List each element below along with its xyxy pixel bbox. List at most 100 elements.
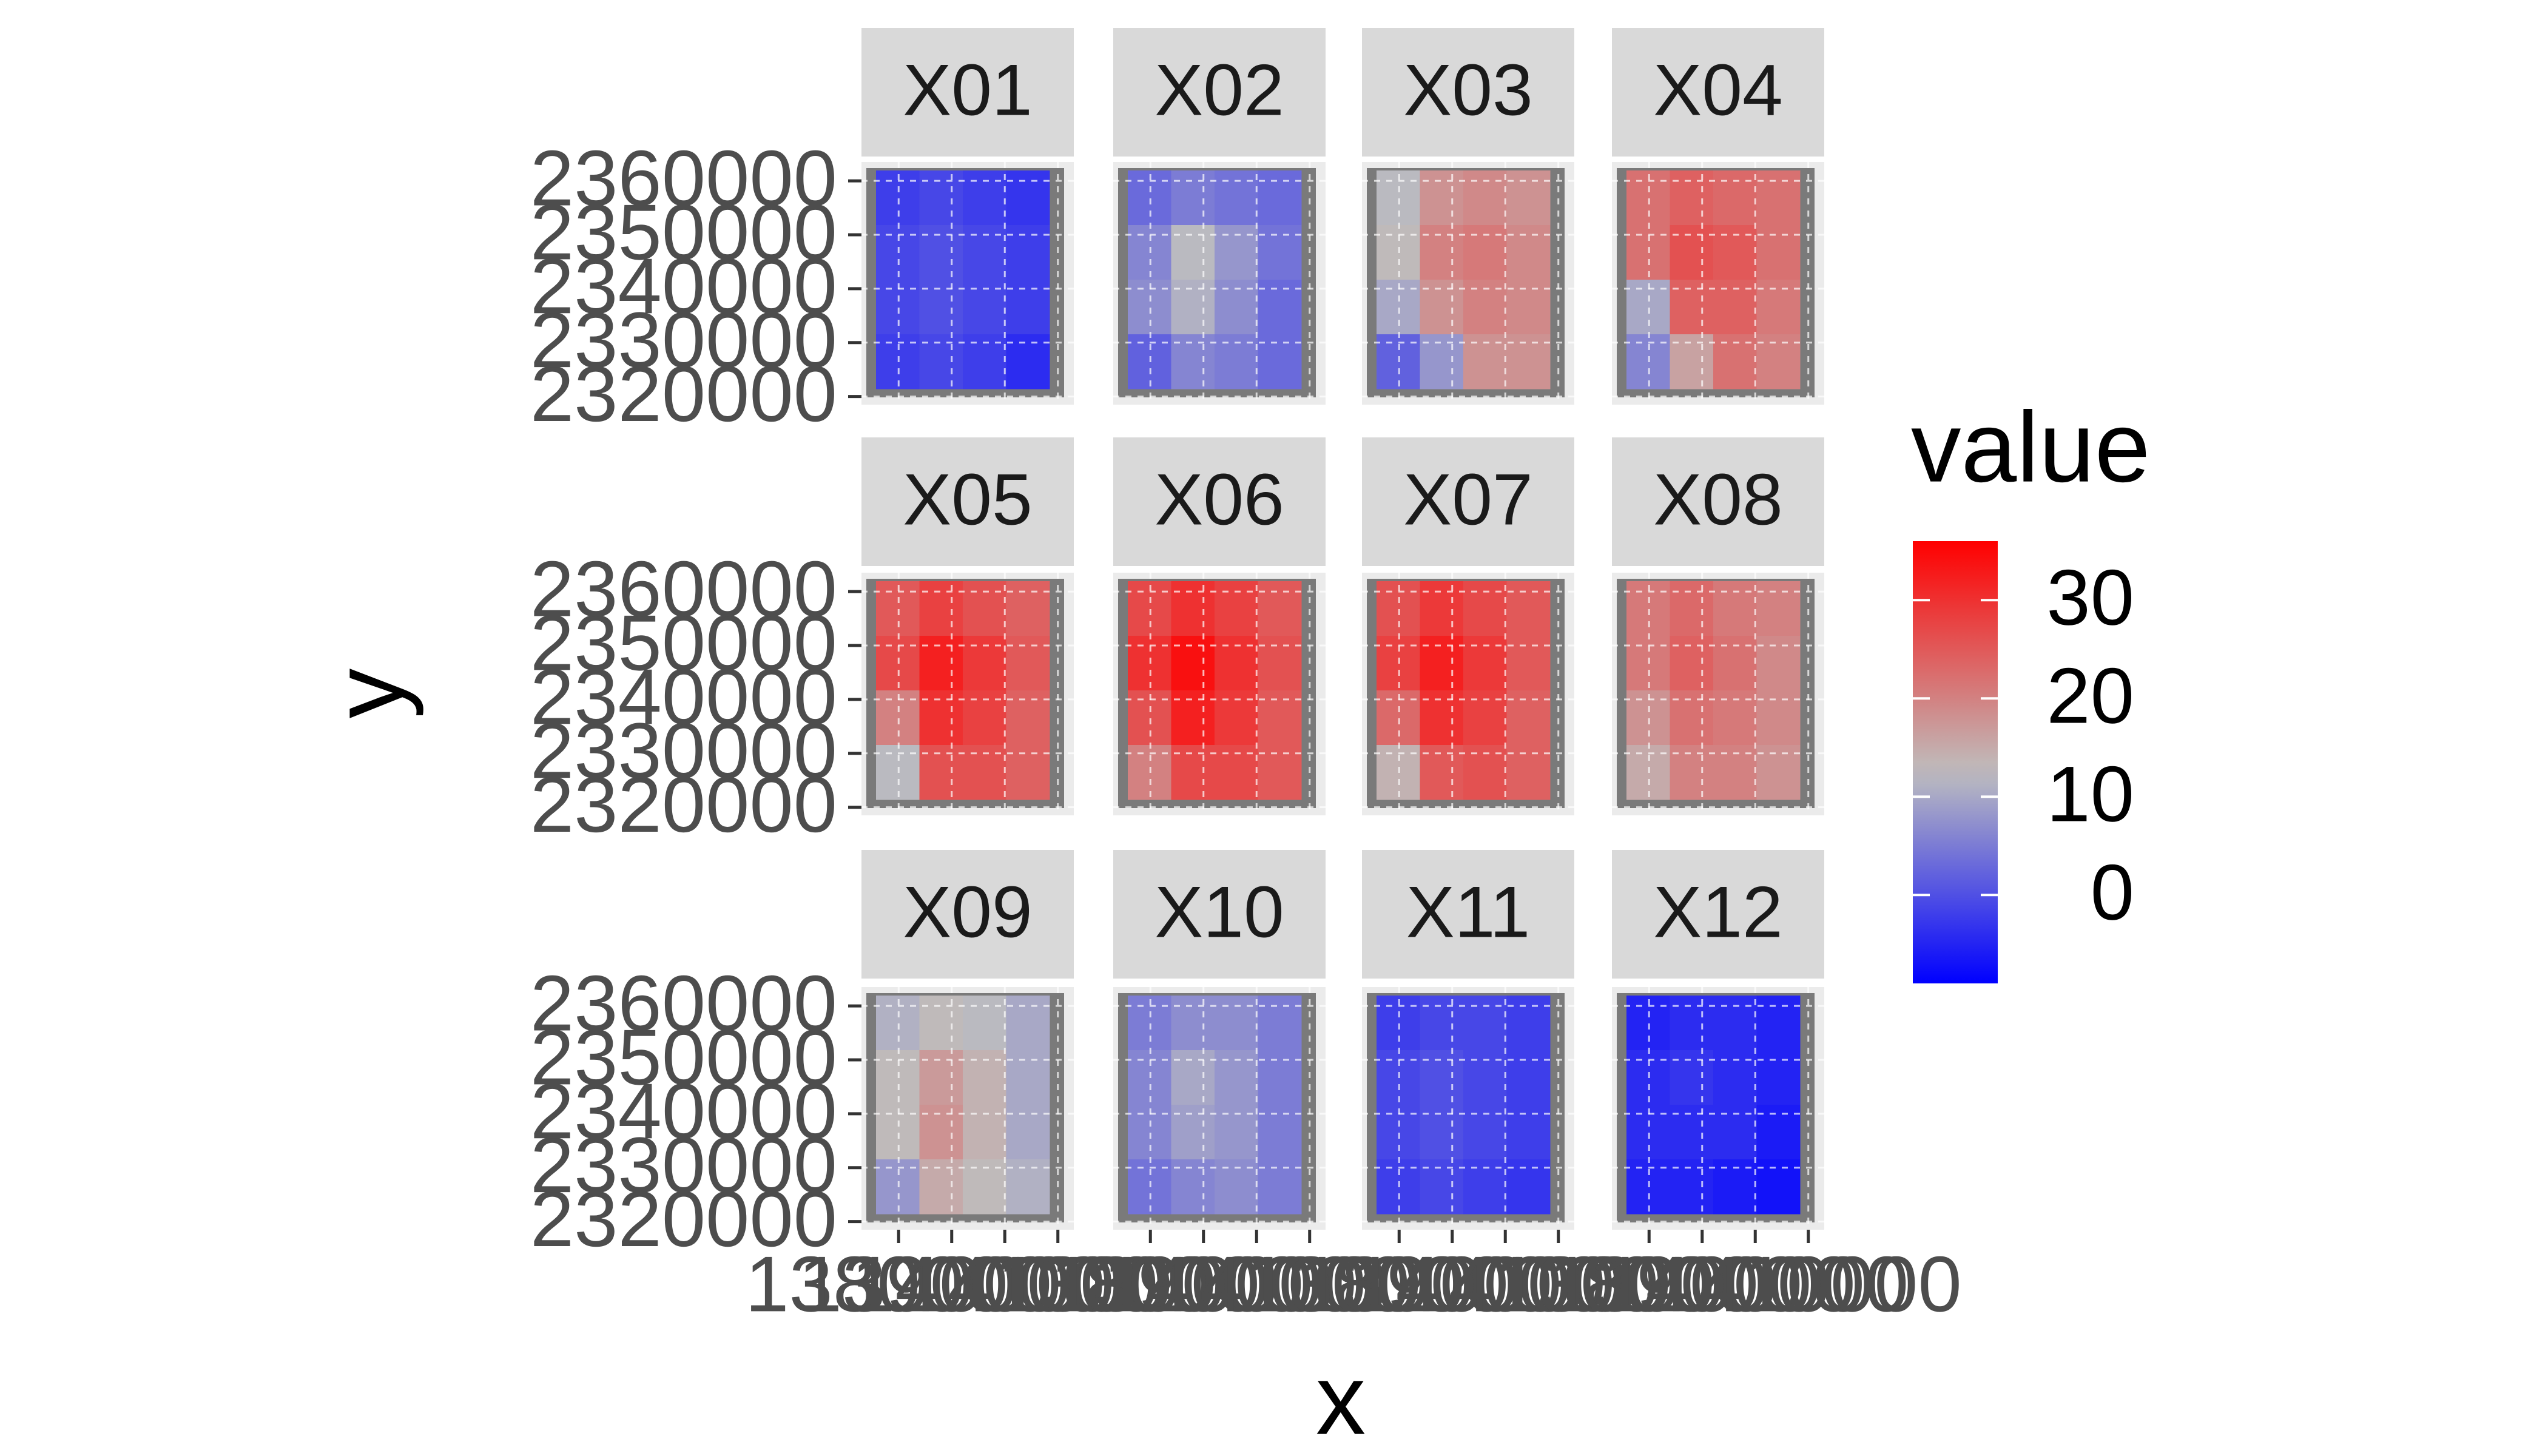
- x-axis-title: x: [1316, 1344, 1366, 1455]
- y-tick-label: 2350000: [530, 1013, 837, 1101]
- raster-cell: [1756, 581, 1801, 636]
- raster-cell: [1006, 581, 1050, 636]
- raster-cell: [1215, 1050, 1258, 1105]
- raster-cell: [1420, 996, 1464, 1051]
- raster-cell: [1756, 690, 1801, 746]
- x-tick-label: 1380000: [1245, 1239, 1552, 1328]
- raster-cell: [1006, 1050, 1050, 1105]
- raster-cell: [1006, 636, 1050, 691]
- strip-label: X09: [903, 872, 1033, 953]
- y-tick-label: 2340000: [530, 652, 837, 741]
- strip: [861, 437, 1074, 566]
- strip-label: X08: [1653, 459, 1783, 541]
- raster-cell: [1215, 636, 1258, 691]
- raster-cell: [1006, 225, 1050, 280]
- strip-label: X07: [1403, 459, 1533, 541]
- raster-cell: [1670, 636, 1714, 691]
- raster-cell: [1670, 225, 1714, 280]
- strip-label: X11: [1406, 872, 1531, 953]
- raster-cell: [1463, 636, 1507, 691]
- raster-cell: [1670, 581, 1714, 636]
- raster-cell: [1506, 334, 1551, 389]
- raster-cell: [1171, 996, 1215, 1051]
- raster-cell: [1670, 170, 1714, 226]
- raster-cell: [1463, 225, 1507, 280]
- raster-cell: [1006, 690, 1050, 746]
- raster-cell: [1420, 225, 1464, 280]
- raster-cell: [1258, 1159, 1302, 1215]
- x-tick-label: 1390000: [1549, 1239, 1856, 1328]
- raster-cell: [919, 170, 963, 226]
- raster-cell: [963, 170, 1006, 226]
- raster-cell: [1713, 225, 1757, 280]
- strip: [1113, 437, 1326, 566]
- y-tick-label: 2360000: [530, 133, 837, 222]
- strip: [861, 28, 1074, 157]
- raster-cell: [1506, 636, 1551, 691]
- y-tick-label: 2360000: [530, 544, 837, 633]
- raster-cell: [1463, 996, 1507, 1051]
- raster-cell: [1006, 1105, 1050, 1160]
- raster-cell: [1006, 996, 1050, 1051]
- strip: [1362, 437, 1574, 566]
- raster-cell: [1215, 170, 1258, 226]
- raster-cell: [1713, 170, 1757, 226]
- raster-cell: [963, 996, 1006, 1051]
- raster-cell: [1258, 334, 1302, 389]
- raster-cell: [1463, 170, 1507, 226]
- raster-cell: [1713, 581, 1757, 636]
- raster-cell: [1171, 581, 1215, 636]
- y-tick-label: 2330000: [530, 1121, 837, 1209]
- strip-label: X06: [1154, 459, 1284, 541]
- raster-cell: [963, 636, 1006, 691]
- raster-cell: [1756, 1050, 1801, 1105]
- raster-cell: [919, 581, 963, 636]
- x-tick-label: 1410000: [1655, 1239, 1962, 1328]
- raster-cell: [1756, 225, 1801, 280]
- legend-tick-label: 20: [2046, 652, 2134, 740]
- raster-cell: [1506, 581, 1551, 636]
- legend-title: value: [1911, 391, 2150, 503]
- raster-cell: [1713, 636, 1757, 691]
- raster-cell: [1258, 581, 1302, 636]
- raster-cell: [1756, 636, 1801, 691]
- raster-cell: [1463, 581, 1507, 636]
- strip: [1362, 28, 1574, 157]
- raster-cell: [1713, 1050, 1757, 1105]
- strip: [1612, 850, 1824, 979]
- raster-cell: [963, 225, 1006, 280]
- color-bar: [1913, 541, 1998, 983]
- raster-cell: [1258, 690, 1302, 746]
- y-tick-label: 2320000: [530, 760, 837, 849]
- raster-cell: [1215, 996, 1258, 1051]
- raster-cell: [1670, 996, 1714, 1051]
- y-tick-label: 2340000: [530, 241, 837, 330]
- raster-cell: [1006, 334, 1050, 389]
- raster-cell: [1506, 225, 1551, 280]
- raster-cell: [1506, 280, 1551, 335]
- strip: [1612, 28, 1824, 157]
- raster-cell: [1506, 170, 1551, 226]
- y-tick-label: 2360000: [530, 959, 837, 1047]
- x-tick-label: 1390000: [798, 1239, 1105, 1328]
- y-tick-label: 2320000: [530, 349, 837, 438]
- raster-cell: [1713, 996, 1757, 1051]
- raster-cell: [1215, 225, 1258, 280]
- strip-label: X12: [1653, 872, 1783, 953]
- x-tick-label: 1390000: [1050, 1239, 1357, 1328]
- strip-label: X03: [1403, 50, 1533, 131]
- raster-cell: [1258, 996, 1302, 1051]
- x-tick-label: 1410000: [1156, 1239, 1463, 1328]
- raster-cell: [919, 1050, 963, 1105]
- raster-cell: [1506, 996, 1551, 1051]
- raster-cell: [1258, 1050, 1302, 1105]
- strip: [1362, 850, 1574, 979]
- y-tick-label: 2350000: [530, 187, 837, 276]
- raster-cell: [1506, 1105, 1551, 1160]
- strip-label: X05: [903, 459, 1033, 541]
- raster-cell: [1420, 1050, 1464, 1105]
- y-tick-label: 2320000: [530, 1175, 837, 1263]
- raster-cell: [1258, 170, 1302, 226]
